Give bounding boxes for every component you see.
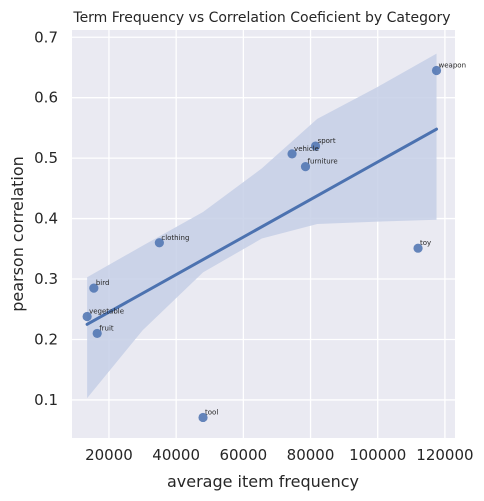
x-tick-label: 20000 <box>85 446 133 464</box>
point-label: bird <box>96 279 110 287</box>
y-tick-label: 0.6 <box>34 89 58 107</box>
point-label: vehicle <box>294 145 319 153</box>
data-point <box>287 149 297 159</box>
point-label: furniture <box>307 158 337 166</box>
x-tick-label: 40000 <box>152 446 200 464</box>
y-tick-label: 0.4 <box>34 210 58 228</box>
x-tick-label: 80000 <box>287 446 335 464</box>
data-point <box>300 162 311 172</box>
regression-line <box>85 127 439 326</box>
point-label: sport <box>318 137 336 145</box>
data-point <box>310 141 321 151</box>
data-point <box>154 238 164 248</box>
x-tick-label: 60000 <box>219 446 267 464</box>
data-point <box>89 283 99 293</box>
y-axis-title: pearson correlation <box>8 156 27 312</box>
point-label: tool <box>205 408 218 416</box>
y-tick-label: 0.1 <box>34 391 58 409</box>
regression-line-group <box>85 127 439 326</box>
data-point <box>413 243 423 253</box>
point-label: clothing <box>161 234 189 242</box>
y-tick-label: 0.7 <box>34 28 58 46</box>
point-label: weapon <box>439 61 466 69</box>
y-tick-label: 0.3 <box>34 270 58 288</box>
point-label: toy <box>420 239 431 247</box>
chart-title: Term Frequency vs Correlation Coeficient… <box>72 10 450 26</box>
y-tick-labels: 0.1 0.2 0.3 0.4 0.5 0.6 0.7 <box>34 28 58 409</box>
y-tick-label: 0.5 <box>34 149 58 167</box>
x-axis-title: average item frequency <box>167 472 359 491</box>
data-point <box>198 412 208 423</box>
y-tick-label: 0.2 <box>34 330 58 348</box>
point-label: vegetable <box>89 308 124 316</box>
x-tick-labels: 20000 40000 60000 80000 100000 120000 <box>85 446 473 464</box>
data-point <box>92 328 102 339</box>
data-point <box>431 65 442 76</box>
data-point <box>82 311 92 322</box>
point-label: fruit <box>99 324 114 332</box>
x-tick-label: 120000 <box>416 446 473 464</box>
data-points <box>82 65 442 423</box>
x-tick-label: 100000 <box>349 446 406 464</box>
